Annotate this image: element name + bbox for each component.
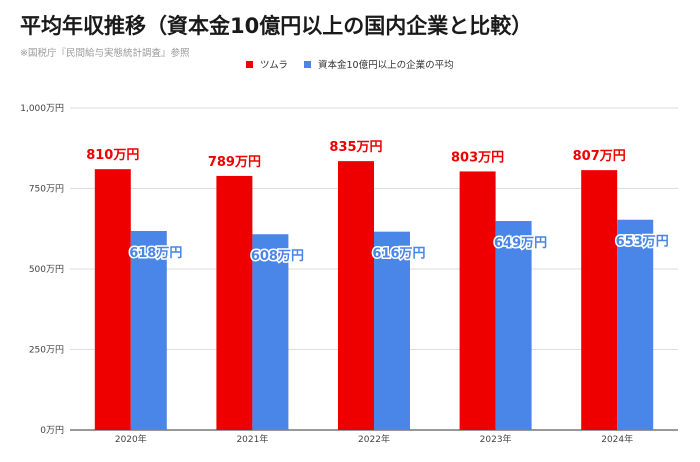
x-tick-label: 2020年: [115, 433, 147, 445]
y-tick-label: 250万円: [29, 345, 64, 356]
x-tick-label: 2024年: [601, 433, 633, 445]
data-label-average: 616万円: [372, 247, 425, 262]
bar-average: [617, 219, 654, 430]
legend: ツムラ 資本金10億円以上の企業の平均: [246, 59, 454, 71]
chart-title: 平均年収推移（資本金10億円以上の国内企業と比較）: [20, 14, 532, 38]
data-label-average: 649万円: [494, 236, 547, 251]
y-tick-label: 0万円: [40, 425, 64, 436]
legend-label-tsumura: ツムラ: [260, 60, 288, 71]
bar-tsumura: [216, 175, 253, 430]
y-tick-label: 500万円: [29, 264, 64, 275]
x-tick-label: 2021年: [236, 433, 268, 445]
chart-subtitle: ※国税庁『民間給与実態統計調査』参照: [20, 47, 190, 59]
y-tick-label: 1,000万円: [20, 103, 64, 114]
y-tick-label: 750万円: [29, 184, 64, 195]
data-label-tsumura: 835万円: [329, 140, 382, 155]
legend-label-average: 資本金10億円以上の企業の平均: [318, 59, 454, 71]
bar-tsumura: [94, 169, 131, 430]
bar-average: [252, 234, 289, 430]
legend-swatch-tsumura: [246, 61, 253, 68]
x-tick-label: 2022年: [358, 433, 390, 445]
x-axis-ticks: 2020年 2021年 2022年 2023年 2024年: [115, 433, 633, 445]
data-label-tsumura: 803万円: [451, 150, 504, 165]
bar-average: [495, 221, 532, 430]
data-label-tsumura: 789万円: [208, 155, 261, 170]
data-label-average: 618万円: [129, 246, 182, 261]
bar-tsumura: [459, 171, 496, 430]
y-axis-ticks: 0万円 250万円 500万円 750万円 1,000万円: [20, 103, 64, 436]
data-labels: 810万円 618万円 789万円 608万円 835万円 616万円 803万円 649万円…: [86, 140, 670, 266]
bars: [94, 161, 654, 430]
data-label-tsumura: 810万円: [86, 148, 139, 163]
bar-tsumura: [581, 170, 618, 430]
data-label-tsumura: 807万円: [573, 149, 626, 164]
data-label-average: 608万円: [251, 249, 304, 264]
legend-swatch-average: [304, 61, 311, 68]
x-tick-label: 2023年: [480, 433, 512, 445]
bar-tsumura: [338, 161, 374, 430]
bar-average: [130, 231, 167, 430]
bar-average: [374, 231, 410, 430]
data-label-average: 653万円: [616, 235, 669, 250]
